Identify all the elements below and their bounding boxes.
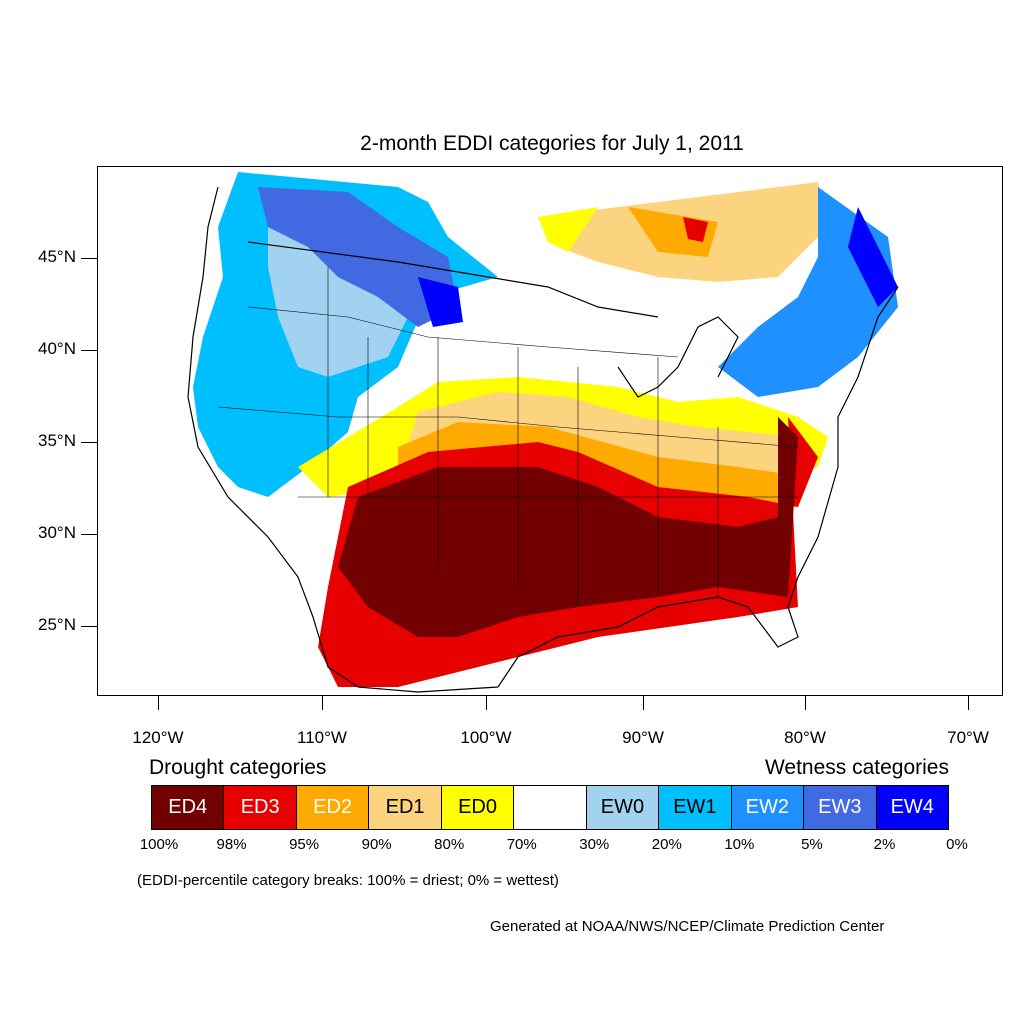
lat-tick-40: 40°N [38, 339, 76, 358]
legend-cell-ew1: EW1 [659, 786, 732, 829]
legend-cell-ew0: EW0 [586, 786, 660, 829]
legend-break-label: 30% [579, 836, 610, 853]
lat-tick-mark [81, 350, 97, 351]
lat-tick-30: 30°N [38, 523, 76, 542]
dry-region-canada-ed3 [683, 217, 708, 242]
legend-break-label: 10% [724, 836, 755, 853]
wet-region-dark-spot [418, 277, 463, 327]
wet-region-northeast-ew4 [848, 207, 898, 307]
credit-text: Generated at NOAA/NWS/NCEP/Climate Predi… [490, 918, 885, 935]
lat-tick-35: 35°N [38, 431, 76, 450]
lon-tick-mark [968, 696, 969, 710]
lon-tick-mark [486, 696, 487, 710]
lat-tick-25: 25°N [38, 615, 76, 634]
legend-break-label: 95% [289, 836, 320, 853]
legend-cell-ew3: EW3 [804, 786, 877, 829]
coastlines [187, 186, 899, 693]
lat-tick-mark [81, 534, 97, 535]
legend-cell-ed4: ED4 [152, 786, 225, 829]
drought-categories-label: Drought categories [149, 756, 327, 779]
legend-break-label: 20% [651, 836, 682, 853]
legend-break-label: 2% [873, 836, 896, 853]
dry-region-canada-ed0 [538, 207, 598, 252]
legend-cell-ed3: ED3 [224, 786, 297, 829]
wetness-categories-label: Wetness categories [764, 756, 949, 779]
legend-break-label: 98% [216, 836, 247, 853]
legend-color-bar: ED4 ED3 ED2 ED1 ED0 EW0 EW1 EW2 EW3 EW4 [151, 785, 949, 830]
legend-break-label: 0% [946, 836, 968, 853]
eddi-map [187, 172, 899, 693]
legend-cell-ew4: EW4 [876, 786, 948, 829]
lon-tick-90: 90°W [622, 728, 664, 747]
lon-tick-mark [805, 696, 806, 710]
legend-cell-ed0: ED0 [441, 786, 515, 829]
legend-cell-ew2: EW2 [731, 786, 805, 829]
lat-tick-mark [81, 626, 97, 627]
dry-region-ed4 [338, 417, 798, 637]
lon-tick-mark [322, 696, 323, 710]
legend-cell-ed1: ED1 [369, 786, 442, 829]
legend-cell-ed2: ED2 [296, 786, 370, 829]
legend-cell-neutral [514, 786, 587, 829]
lon-tick-mark [643, 696, 644, 710]
state-borders [217, 267, 799, 607]
map-title: 2-month EDDI categories for July 1, 2011 [360, 132, 744, 155]
lat-tick-45: 45°N [38, 247, 76, 266]
legend-break-label: 5% [801, 836, 823, 853]
legend-break-label: 100% [139, 836, 179, 853]
map-frame [97, 166, 1003, 696]
lat-tick-mark [81, 442, 97, 443]
lon-tick-110: 110°W [297, 728, 347, 747]
category-breaks-note: (EDDI-percentile category breaks: 100% =… [137, 872, 559, 889]
lon-tick-mark [158, 696, 159, 710]
lon-tick-70: 70°W [947, 728, 989, 747]
legend-break-label: 90% [361, 836, 392, 853]
lon-tick-80: 80°W [784, 728, 826, 747]
lon-tick-120: 120°W [132, 728, 184, 747]
legend-break-label: 70% [506, 836, 537, 853]
lat-tick-mark [81, 258, 97, 259]
lon-tick-100: 100°W [460, 728, 512, 747]
legend-break-label: 80% [434, 836, 465, 853]
